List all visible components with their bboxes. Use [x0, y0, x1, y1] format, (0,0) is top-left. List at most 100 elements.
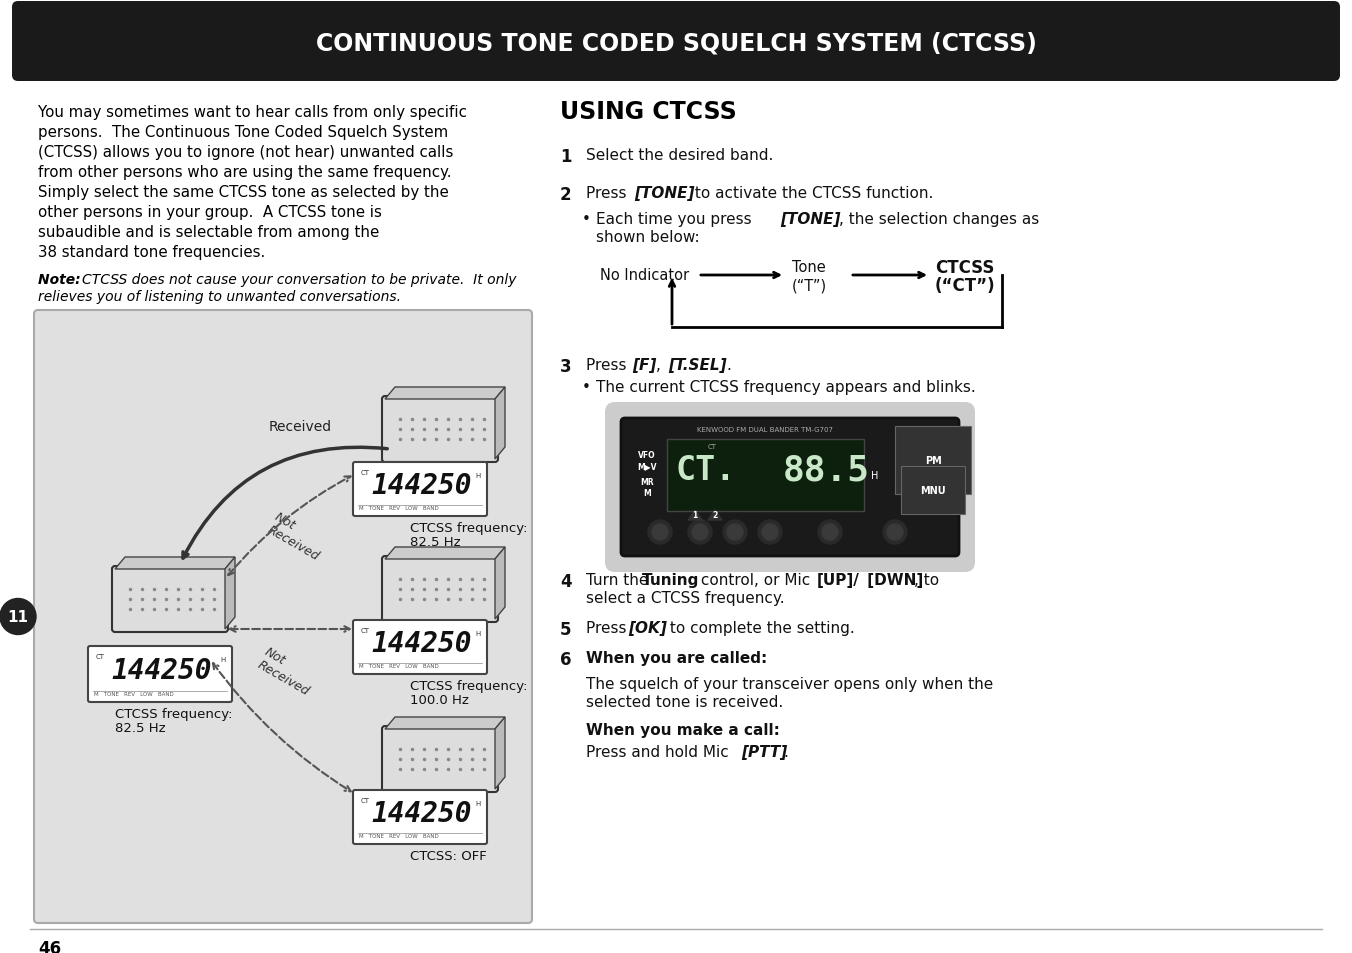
- Text: 1: 1: [692, 511, 698, 520]
- Text: When you make a call:: When you make a call:: [585, 722, 780, 738]
- Text: M   TONE   REV   LOW   BAND: M TONE REV LOW BAND: [95, 691, 174, 697]
- Text: 88.5: 88.5: [783, 454, 869, 488]
- Text: Each time you press: Each time you press: [596, 212, 757, 227]
- Text: H: H: [476, 630, 481, 637]
- Text: relieves you of listening to unwanted conversations.: relieves you of listening to unwanted co…: [38, 290, 402, 304]
- Text: 6: 6: [560, 650, 572, 668]
- Text: The current CTCSS frequency appears and blinks.: The current CTCSS frequency appears and …: [596, 379, 976, 395]
- Text: (CTCSS) allows you to ignore (not hear) unwanted calls: (CTCSS) allows you to ignore (not hear) …: [38, 145, 453, 160]
- Polygon shape: [385, 547, 506, 559]
- Text: from other persons who are using the same frequency.: from other persons who are using the sam…: [38, 165, 452, 180]
- Text: 144250: 144250: [112, 657, 212, 684]
- Polygon shape: [385, 718, 506, 729]
- FancyBboxPatch shape: [621, 418, 959, 557]
- Text: Select the desired band.: Select the desired band.: [585, 148, 773, 163]
- Text: •: •: [581, 379, 591, 395]
- Text: [F]: [F]: [631, 357, 656, 373]
- Text: Not
Received: Not Received: [265, 510, 329, 562]
- Text: [TONE]: [TONE]: [780, 212, 841, 227]
- Text: Press and hold Mic: Press and hold Mic: [585, 744, 734, 760]
- Text: 82.5 Hz: 82.5 Hz: [115, 721, 166, 734]
- Text: 5: 5: [560, 620, 572, 639]
- FancyBboxPatch shape: [667, 439, 864, 512]
- FancyBboxPatch shape: [112, 566, 228, 633]
- Text: Turn the: Turn the: [585, 573, 653, 587]
- Text: CONTINUOUS TONE CODED SQUELCH SYSTEM (CTCSS): CONTINUOUS TONE CODED SQUELCH SYSTEM (CT…: [315, 32, 1037, 56]
- Text: KENWOOD FM DUAL BANDER TM-G707: KENWOOD FM DUAL BANDER TM-G707: [698, 427, 833, 433]
- Text: Not
Received: Not Received: [256, 644, 319, 698]
- Text: 2: 2: [713, 511, 718, 520]
- Text: [OK]: [OK]: [627, 620, 667, 636]
- FancyBboxPatch shape: [34, 311, 531, 923]
- Text: Tuning: Tuning: [642, 573, 699, 587]
- Circle shape: [822, 524, 838, 540]
- Text: 2: 2: [560, 186, 572, 204]
- Text: Simply select the same CTCSS tone as selected by the: Simply select the same CTCSS tone as sel…: [38, 185, 449, 200]
- Text: CTCSS does not cause your conversation to be private.  It only: CTCSS does not cause your conversation t…: [82, 273, 516, 287]
- Text: CT: CT: [361, 627, 370, 634]
- Text: other persons in your group.  A CTCSS tone is: other persons in your group. A CTCSS ton…: [38, 205, 381, 220]
- Text: PM: PM: [925, 456, 941, 465]
- Text: USING CTCSS: USING CTCSS: [560, 100, 737, 124]
- Text: , to: , to: [914, 573, 940, 587]
- Text: Tone: Tone: [792, 260, 826, 275]
- FancyBboxPatch shape: [383, 726, 498, 792]
- Text: to complete the setting.: to complete the setting.: [665, 620, 854, 636]
- Text: VFO
M▶V: VFO M▶V: [637, 451, 657, 470]
- Text: You may sometimes want to hear calls from only specific: You may sometimes want to hear calls fro…: [38, 105, 466, 120]
- Text: Press: Press: [585, 620, 631, 636]
- Text: CTCSS frequency:: CTCSS frequency:: [410, 521, 527, 535]
- Text: 46: 46: [38, 939, 61, 953]
- Polygon shape: [688, 511, 702, 520]
- Circle shape: [652, 524, 668, 540]
- Text: ,: ,: [656, 357, 665, 373]
- FancyBboxPatch shape: [353, 790, 487, 844]
- Text: [TONE]: [TONE]: [634, 186, 695, 201]
- Text: Press: Press: [585, 186, 631, 201]
- FancyBboxPatch shape: [88, 646, 233, 702]
- Polygon shape: [224, 558, 235, 629]
- Text: CT: CT: [96, 654, 105, 659]
- Circle shape: [763, 524, 777, 540]
- FancyBboxPatch shape: [353, 462, 487, 517]
- Text: H: H: [871, 471, 877, 480]
- Text: CT.: CT.: [676, 454, 735, 487]
- Text: CT: CT: [361, 470, 370, 476]
- Text: CTCSS: CTCSS: [936, 258, 994, 276]
- Text: MR
M: MR M: [641, 477, 654, 497]
- Circle shape: [818, 520, 842, 544]
- Text: shown below:: shown below:: [596, 230, 699, 245]
- Text: CTCSS frequency:: CTCSS frequency:: [115, 707, 233, 720]
- Text: MNU: MNU: [921, 485, 946, 496]
- Text: 11: 11: [8, 609, 28, 624]
- Polygon shape: [495, 718, 506, 789]
- Text: Press: Press: [585, 357, 631, 373]
- Text: select a CTCSS frequency.: select a CTCSS frequency.: [585, 590, 784, 605]
- Text: 144250: 144250: [372, 629, 472, 658]
- Text: .: .: [726, 357, 731, 373]
- Text: 1: 1: [560, 148, 572, 166]
- Text: ≈≈ Dual: ≈≈ Dual: [910, 427, 940, 433]
- FancyBboxPatch shape: [383, 557, 498, 622]
- Text: [DWN]: [DWN]: [863, 573, 923, 587]
- FancyBboxPatch shape: [383, 396, 498, 462]
- Text: 100.0 Hz: 100.0 Hz: [410, 693, 469, 706]
- Text: H: H: [476, 801, 481, 806]
- Polygon shape: [495, 388, 506, 459]
- Circle shape: [758, 520, 781, 544]
- Text: [PTT]: [PTT]: [741, 744, 787, 760]
- Text: CTCSS frequency:: CTCSS frequency:: [410, 679, 527, 692]
- FancyBboxPatch shape: [604, 402, 975, 573]
- Text: [UP]/: [UP]/: [817, 573, 860, 587]
- Text: selected tone is received.: selected tone is received.: [585, 695, 783, 709]
- Text: M   TONE   REV   LOW   BAND: M TONE REV LOW BAND: [360, 663, 439, 668]
- Text: [T.SEL]: [T.SEL]: [668, 357, 726, 373]
- Circle shape: [723, 520, 748, 544]
- Polygon shape: [115, 558, 235, 569]
- Text: M   TONE   REV   LOW   BAND: M TONE REV LOW BAND: [360, 833, 439, 838]
- Polygon shape: [708, 511, 722, 520]
- Text: 4: 4: [560, 573, 572, 590]
- Text: (“T”): (“T”): [792, 278, 827, 294]
- Circle shape: [883, 520, 907, 544]
- Text: control, or Mic: control, or Mic: [696, 573, 815, 587]
